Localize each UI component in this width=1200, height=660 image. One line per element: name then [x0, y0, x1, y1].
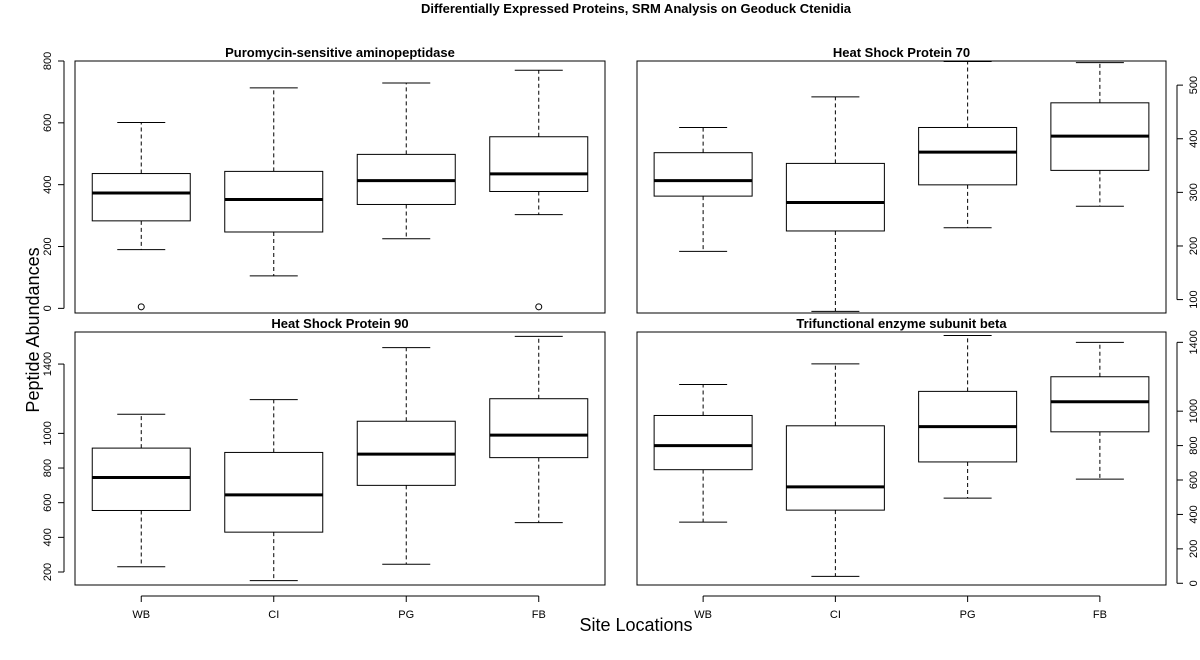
x-tick-label: PG — [398, 609, 414, 621]
chart-panel: Heat Shock Protein 70 100 200 300 400 500 — [636, 45, 1200, 314]
iqr-box — [91, 173, 191, 222]
x-tick-label: FB — [1093, 609, 1107, 621]
box-WB — [653, 126, 753, 252]
iqr-box — [785, 425, 885, 511]
box-CI — [785, 96, 885, 312]
iqr-box — [653, 414, 753, 471]
iqr-box — [918, 126, 1018, 186]
x-axis-label: Site Locations — [579, 615, 692, 635]
y-axis-label: Peptide Abundances — [23, 247, 43, 412]
x-tick-label: CI — [830, 609, 841, 621]
x-tick-label: FB — [532, 609, 546, 621]
iqr-box — [785, 162, 885, 232]
y-tick-label: 300 — [1188, 183, 1200, 201]
y-tick-label: 0 — [42, 305, 54, 311]
iqr-box — [653, 152, 753, 197]
box-WB — [91, 122, 191, 311]
y-tick-label: 400 — [1188, 130, 1200, 148]
box-FB — [489, 335, 589, 524]
y-tick-label: 800 — [1188, 436, 1200, 454]
panel-title: Trifunctional enzyme subunit beta — [796, 316, 1007, 331]
box-FB — [1050, 62, 1150, 207]
y-tick-label: 0 — [1188, 580, 1200, 586]
box-CI — [224, 399, 324, 582]
plot-frame — [74, 331, 606, 586]
box-PG — [356, 347, 456, 565]
y-tick-label: 400 — [42, 176, 54, 194]
panel-title: Heat Shock Protein 90 — [271, 316, 408, 331]
y-tick-label: 800 — [42, 459, 54, 477]
box-PG — [918, 334, 1018, 499]
box-FB — [1050, 341, 1150, 480]
x-tick-label: WB — [694, 609, 712, 621]
chart-panel: Puromycin-sensitive aminopeptidase 0 200 40… — [42, 45, 606, 314]
y-tick-label: 1400 — [42, 352, 54, 376]
y-tick-label: 600 — [42, 494, 54, 512]
x-tick-label: CI — [268, 609, 279, 621]
panel-title: Heat Shock Protein 70 — [833, 45, 970, 60]
y-tick-label: 1000 — [1188, 399, 1200, 423]
y-tick-label: 1000 — [42, 421, 54, 445]
y-tick-label: 200 — [1188, 237, 1200, 255]
box-PG — [356, 82, 456, 240]
box-CI — [785, 363, 885, 577]
y-tick-label: 200 — [42, 237, 54, 255]
y-tick-label: 200 — [1188, 540, 1200, 558]
chart-panel: Heat Shock Protein 90 200 400 600 800 1000 140… — [42, 316, 606, 621]
y-tick-label: 400 — [1188, 505, 1200, 523]
x-tick-label: WB — [132, 609, 150, 621]
chart-panel: Trifunctional enzyme subunit beta 0 200 400… — [636, 316, 1200, 621]
box-WB — [653, 383, 753, 523]
panels-group: Puromycin-sensitive aminopeptidase 0 200 40… — [42, 45, 1200, 621]
y-tick-label: 800 — [42, 52, 54, 70]
outlier-point — [137, 303, 145, 311]
figure-title: Differentially Expressed Proteins, SRM A… — [421, 1, 852, 16]
iqr-box — [224, 451, 324, 533]
y-tick-label: 100 — [1188, 290, 1200, 308]
iqr-box — [1050, 376, 1150, 433]
y-tick-label: 200 — [42, 563, 54, 581]
box-FB — [489, 69, 589, 311]
plot-frame — [636, 60, 1167, 314]
outlier-point — [535, 303, 543, 311]
box-CI — [224, 87, 324, 277]
y-tick-label: 600 — [42, 114, 54, 132]
plot-frame — [74, 60, 606, 314]
y-tick-label: 600 — [1188, 471, 1200, 489]
iqr-box — [91, 447, 191, 511]
box-PG — [918, 61, 1018, 229]
x-tick-label: PG — [960, 609, 976, 621]
y-tick-label: 400 — [42, 528, 54, 546]
iqr-box — [489, 136, 589, 192]
iqr-box — [224, 170, 324, 233]
iqr-box — [489, 398, 589, 459]
y-tick-label: 1400 — [1188, 330, 1200, 354]
plot-frame — [636, 331, 1167, 586]
panel-title: Puromycin-sensitive aminopeptidase — [225, 45, 455, 60]
y-tick-label: 500 — [1188, 76, 1200, 94]
box-WB — [91, 413, 191, 568]
